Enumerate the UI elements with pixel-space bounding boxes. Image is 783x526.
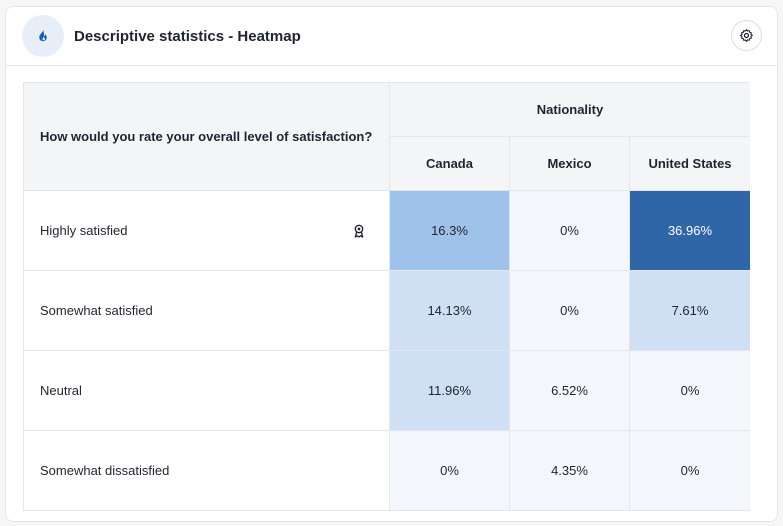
settings-button[interactable] [731,20,762,51]
heat-cell: 0% [628,430,750,511]
heat-cell: 16.3% [389,190,510,271]
heat-cell: 4.35% [509,430,630,511]
row-label: Neutral [23,350,390,431]
table-row: Somewhat satisfied 14.13% 0% 7.61% [23,270,750,351]
heat-cell: 0% [389,430,510,511]
heat-cell: 6.52% [509,350,630,431]
flame-icon [22,15,64,57]
table-row: Neutral 11.96% 6.52% 0% [23,350,750,431]
table-row: Highly satisfied 16.3% 0% 36.96% [23,190,750,271]
heat-cell: 11.96% [389,350,510,431]
heatmap-table-wrap: How would you rate your overall level of… [23,82,750,521]
award-icon[interactable] [351,223,367,239]
heat-cell: 0% [509,270,630,351]
heatmap-table: How would you rate your overall level of… [23,82,750,511]
column-header-canada: Canada [389,136,510,191]
row-label: Somewhat dissatisfied [23,430,390,511]
row-label: Highly satisfied [23,190,390,271]
heatmap-card: Descriptive statistics - Heatmap How wou… [5,6,778,522]
column-header-united-states: United States [628,136,750,191]
heat-cell: 14.13% [389,270,510,351]
heat-cell: 0% [628,350,750,431]
card-header: Descriptive statistics - Heatmap [6,7,777,66]
row-label-text: Highly satisfied [40,223,128,238]
column-header-mexico: Mexico [509,136,630,191]
heat-cell: 7.61% [628,270,750,351]
heat-cell: 0% [509,190,630,271]
row-label: Somewhat satisfied [23,270,390,351]
group-header: Nationality [388,82,750,137]
gear-icon [740,29,753,42]
page-title: Descriptive statistics - Heatmap [74,27,301,45]
table-row: Somewhat dissatisfied 0% 4.35% 0% [23,430,750,511]
question-header: How would you rate your overall level of… [23,82,390,191]
heat-cell: 36.96% [628,190,750,271]
